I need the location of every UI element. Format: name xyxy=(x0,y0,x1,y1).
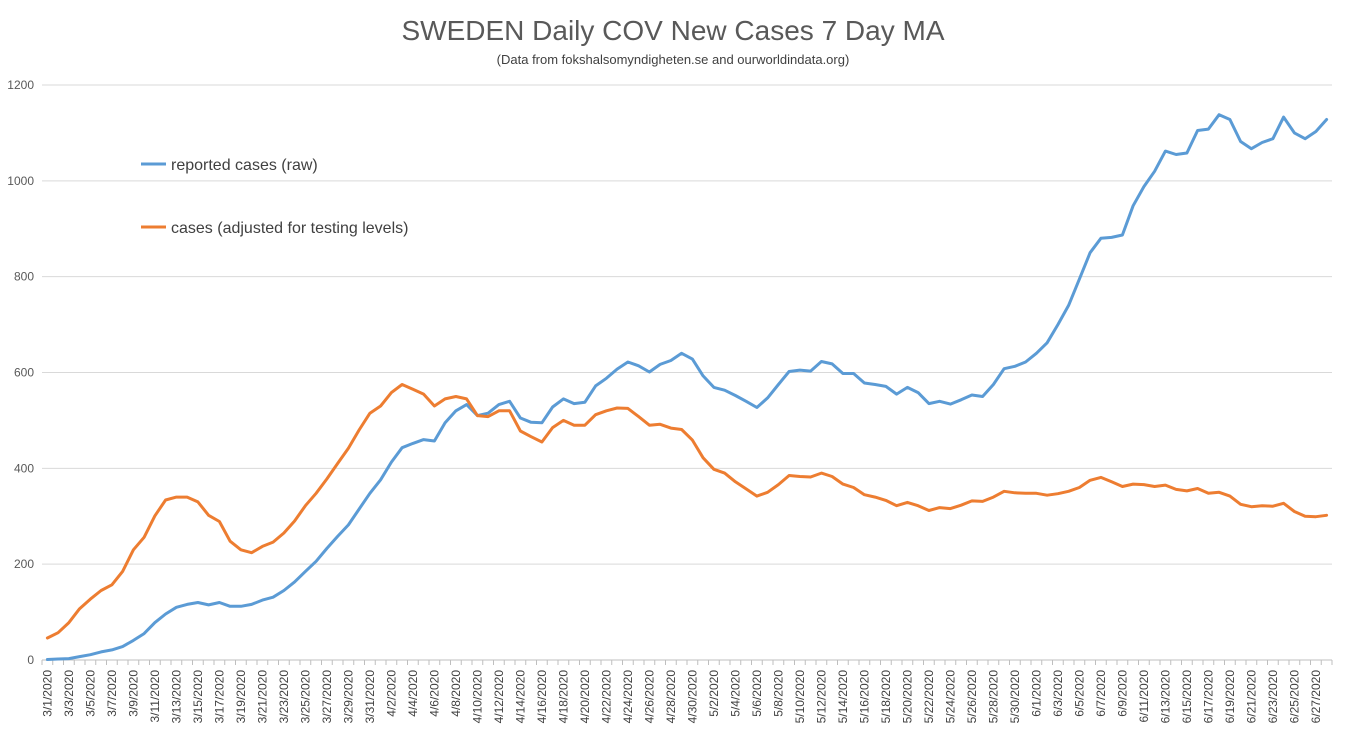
x-tick-label-9: 3/19/2020 xyxy=(234,670,248,724)
x-tick-label-29: 4/28/2020 xyxy=(664,670,678,724)
x-tick-label-59: 6/27/2020 xyxy=(1309,670,1323,724)
chart-subtitle: (Data from fokshalsomyndigheten.se and o… xyxy=(497,52,850,67)
x-tick-label-8: 3/17/2020 xyxy=(212,670,226,724)
y-axis-ticks: 0 200 400 600 800 1000 1200 xyxy=(7,78,34,667)
series-line-0 xyxy=(45,113,1329,661)
x-tick-label-6: 3/13/2020 xyxy=(169,670,183,724)
legend-label-1: cases (adjusted for testing levels) xyxy=(171,220,408,237)
x-tick-label-57: 6/23/2020 xyxy=(1266,670,1280,724)
y-tick-label-3: 600 xyxy=(14,366,34,380)
x-tick-label-38: 5/16/2020 xyxy=(857,670,871,724)
x-tick-label-58: 6/25/2020 xyxy=(1287,670,1301,724)
series-lines xyxy=(45,113,1329,661)
x-tick-label-54: 6/17/2020 xyxy=(1201,670,1215,724)
legend-label-0: reported cases (raw) xyxy=(171,157,318,174)
x-tick-label-26: 4/22/2020 xyxy=(599,670,613,724)
x-tick-label-35: 5/10/2020 xyxy=(793,670,807,724)
x-tick-label-18: 4/6/2020 xyxy=(427,670,441,717)
x-axis-ticks: 3/1/2020 3/3/2020 3/5/2020 3/7/2020 3/9/2020… xyxy=(40,660,1333,724)
x-tick-label-40: 5/20/2020 xyxy=(900,670,914,724)
x-tick-label-39: 5/18/2020 xyxy=(879,670,893,724)
x-tick-label-36: 5/12/2020 xyxy=(814,670,828,724)
x-tick-label-45: 5/30/2020 xyxy=(1008,670,1022,724)
x-tick-label-16: 4/2/2020 xyxy=(384,670,398,717)
x-tick-label-0: 3/1/2020 xyxy=(40,670,54,717)
y-tick-label-2: 400 xyxy=(14,461,34,475)
y-tick-label-0: 0 xyxy=(27,653,34,667)
x-tick-label-50: 6/9/2020 xyxy=(1115,670,1129,717)
x-tick-label-55: 6/19/2020 xyxy=(1223,670,1237,724)
x-tick-label-17: 4/4/2020 xyxy=(406,670,420,717)
x-tick-label-42: 5/24/2020 xyxy=(943,670,957,724)
y-tick-label-4: 800 xyxy=(14,270,34,284)
y-tick-label-1: 200 xyxy=(14,557,34,571)
x-tick-label-14: 3/29/2020 xyxy=(341,670,355,724)
x-tick-label-25: 4/20/2020 xyxy=(578,670,592,724)
x-tick-label-7: 3/15/2020 xyxy=(191,670,205,724)
x-tick-label-15: 3/31/2020 xyxy=(363,670,377,724)
x-tick-label-27: 4/24/2020 xyxy=(621,670,635,724)
x-tick-label-41: 5/22/2020 xyxy=(922,670,936,724)
chart-title: SWEDEN Daily COV New Cases 7 Day MA xyxy=(401,15,944,46)
x-tick-label-31: 5/2/2020 xyxy=(707,670,721,717)
series-line-1 xyxy=(45,383,1329,640)
y-tick-label-5: 1000 xyxy=(7,174,34,188)
x-tick-label-52: 6/13/2020 xyxy=(1158,670,1172,724)
x-tick-label-43: 5/26/2020 xyxy=(965,670,979,724)
x-tick-label-37: 5/14/2020 xyxy=(836,670,850,724)
x-tick-label-10: 3/21/2020 xyxy=(255,670,269,724)
x-tick-label-56: 6/21/2020 xyxy=(1244,670,1258,724)
x-tick-label-21: 4/12/2020 xyxy=(492,670,506,724)
x-tick-label-44: 5/28/2020 xyxy=(986,670,1000,724)
x-tick-label-12: 3/25/2020 xyxy=(298,670,312,724)
x-tick-label-32: 5/4/2020 xyxy=(728,670,742,717)
x-tick-label-22: 4/14/2020 xyxy=(513,670,527,724)
x-tick-label-48: 6/5/2020 xyxy=(1072,670,1086,717)
x-tick-label-2: 3/5/2020 xyxy=(83,670,97,717)
x-tick-label-30: 4/30/2020 xyxy=(685,670,699,724)
x-tick-label-46: 6/1/2020 xyxy=(1029,670,1043,717)
x-tick-label-5: 3/11/2020 xyxy=(148,670,162,723)
x-tick-label-1: 3/3/2020 xyxy=(62,670,76,717)
x-tick-label-28: 4/26/2020 xyxy=(642,670,656,724)
x-tick-label-11: 3/23/2020 xyxy=(277,670,291,724)
x-tick-label-33: 5/6/2020 xyxy=(750,670,764,717)
x-tick-label-3: 3/7/2020 xyxy=(105,670,119,717)
x-tick-label-4: 3/9/2020 xyxy=(126,670,140,717)
x-tick-label-51: 6/11/2020 xyxy=(1137,670,1151,723)
x-tick-label-13: 3/27/2020 xyxy=(320,670,334,724)
x-tick-label-24: 4/18/2020 xyxy=(556,670,570,724)
x-tick-label-20: 4/10/2020 xyxy=(470,670,484,724)
x-tick-label-34: 5/8/2020 xyxy=(771,670,785,717)
x-tick-label-47: 6/3/2020 xyxy=(1051,670,1065,717)
x-tick-label-23: 4/16/2020 xyxy=(535,670,549,724)
legend: reported cases (raw) cases (adjusted for … xyxy=(141,157,408,237)
x-tick-label-19: 4/8/2020 xyxy=(449,670,463,717)
x-tick-label-53: 6/15/2020 xyxy=(1180,670,1194,724)
y-tick-label-6: 1200 xyxy=(7,78,34,92)
x-tick-label-49: 6/7/2020 xyxy=(1094,670,1108,717)
